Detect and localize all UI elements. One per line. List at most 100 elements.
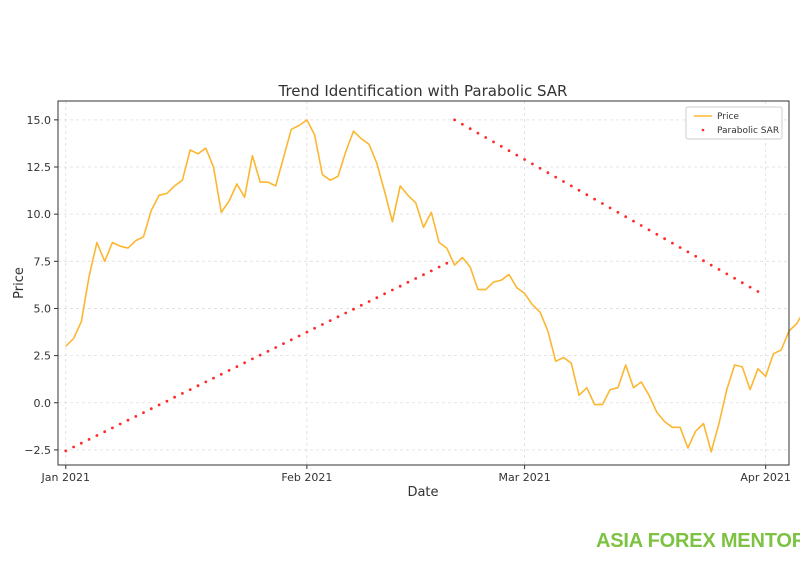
sar-point xyxy=(499,144,503,148)
y-axis-label: Price xyxy=(12,267,27,299)
sar-point xyxy=(212,376,215,380)
sar-point xyxy=(702,259,705,263)
sar-point xyxy=(461,122,464,126)
sar-point xyxy=(733,276,736,280)
plot-frame xyxy=(57,100,790,466)
brand-logo-text: ASIA FOREX MENTOR xyxy=(596,530,800,552)
sar-point xyxy=(546,171,550,175)
sar-point xyxy=(274,346,278,349)
sar-point xyxy=(181,392,184,395)
y-tick-label: 2.5 xyxy=(34,350,52,363)
sar-point xyxy=(142,411,145,414)
sar-point xyxy=(725,272,729,276)
sar-point xyxy=(289,338,293,342)
sar-point xyxy=(515,153,519,157)
sar-point xyxy=(321,323,324,326)
sar-point xyxy=(756,290,760,293)
sar-point xyxy=(282,342,285,345)
sar-point xyxy=(468,127,472,131)
sar-point xyxy=(655,232,659,236)
sar-point xyxy=(103,430,107,434)
sar-point xyxy=(663,237,666,241)
sar-point xyxy=(445,261,449,265)
x-axis-label: Date xyxy=(407,485,438,500)
sar-point xyxy=(118,422,122,426)
legend-price-label: Price xyxy=(717,112,739,122)
sar-point xyxy=(79,441,83,445)
sar-point xyxy=(671,241,674,245)
brand-logo: ASIA FOREX MENTOR® xyxy=(596,530,800,553)
legend-sar-marker xyxy=(701,128,705,132)
sar-point xyxy=(173,395,177,399)
sar-point xyxy=(523,158,526,161)
sar-point xyxy=(437,265,441,269)
sar-point xyxy=(243,361,247,365)
sar-point xyxy=(429,269,433,273)
y-tick-label: 12.5 xyxy=(27,161,52,174)
sar-point xyxy=(616,210,620,214)
sar-point xyxy=(608,206,612,210)
legend-sar-label: Parabolic SAR xyxy=(717,126,779,136)
chart-title: Trend Identification with Parabolic SAR xyxy=(278,82,568,100)
sar-point xyxy=(64,449,68,453)
sar-point xyxy=(72,445,75,449)
sar-point xyxy=(476,131,480,135)
legend-box xyxy=(685,106,783,140)
sar-point xyxy=(686,250,690,254)
sar-point xyxy=(359,303,363,307)
sar-point xyxy=(554,175,558,179)
sar-point xyxy=(251,357,254,361)
sar-point xyxy=(235,365,239,368)
sar-point xyxy=(593,197,596,201)
sar-point xyxy=(678,246,682,249)
sar-point xyxy=(204,380,208,384)
y-axis: −2.5 0.0 2.5 5.0 7.5 10.0 12.5 15.0 xyxy=(24,114,58,457)
y-tick-label: 15.0 xyxy=(27,114,52,127)
x-tick-label: Mar 2021 xyxy=(498,471,550,484)
y-tick-label: 10.0 xyxy=(27,208,52,221)
sar-point xyxy=(538,166,542,170)
x-axis: Jan 2021 Feb 2021 Mar 2021 Apr 2021 xyxy=(41,465,791,484)
sar-point xyxy=(453,118,456,122)
sar-point xyxy=(297,334,301,338)
sar-point xyxy=(87,438,91,441)
sar-point xyxy=(484,136,488,139)
sar-point xyxy=(258,353,262,357)
sar-point xyxy=(305,330,309,334)
sar-point xyxy=(95,434,99,437)
sar-point xyxy=(624,215,628,219)
y-tick-label: 5.0 xyxy=(34,302,52,315)
sar-point xyxy=(569,184,573,188)
sar-point xyxy=(157,403,161,407)
sar-point xyxy=(313,326,316,330)
sar-point xyxy=(507,149,511,153)
sar-point xyxy=(165,399,169,403)
sar-point xyxy=(383,292,386,296)
sar-point xyxy=(344,311,348,315)
sar-point xyxy=(709,263,713,267)
x-tick-label: Feb 2021 xyxy=(281,471,332,484)
sar-point xyxy=(406,280,410,284)
y-tick-label: −2.5 xyxy=(24,444,51,457)
sar-point xyxy=(149,407,153,411)
x-tick-label: Apr 2021 xyxy=(740,471,791,484)
sar-point xyxy=(126,418,130,422)
sar-point xyxy=(391,288,394,292)
sar-point xyxy=(694,254,698,258)
sar-point xyxy=(740,281,744,285)
sar-point xyxy=(227,369,231,372)
sar-point xyxy=(111,426,114,430)
series-layer xyxy=(64,118,800,453)
sar-point xyxy=(328,319,332,322)
sar-point xyxy=(531,162,534,166)
sar-point xyxy=(414,277,418,280)
sar-point xyxy=(219,372,223,376)
sar-point xyxy=(398,284,402,288)
sar-point xyxy=(134,415,138,418)
sar-point xyxy=(717,268,721,271)
sar-point xyxy=(577,188,581,192)
sar-point xyxy=(585,193,589,197)
sar-point xyxy=(639,224,643,227)
sar-point xyxy=(375,296,379,300)
